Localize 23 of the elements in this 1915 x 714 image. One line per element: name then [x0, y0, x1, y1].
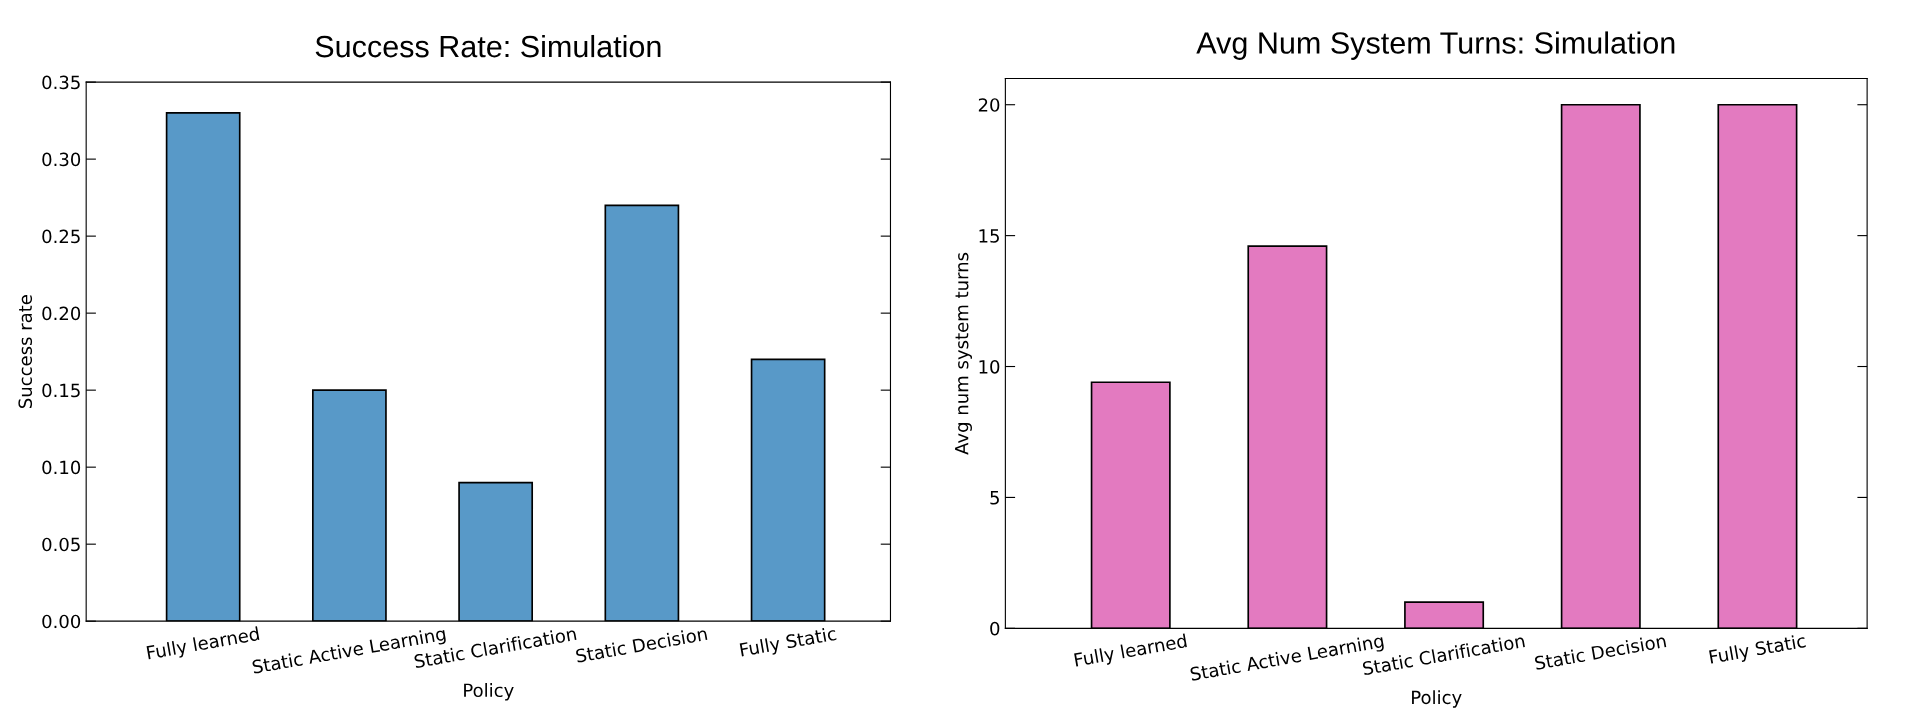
chart-title: Success Rate: Simulation [315, 34, 661, 58]
x-tick-label: Fully Static [1708, 633, 1807, 668]
y-tick-label: 0.10 [42, 460, 81, 475]
y-tick-label: 0.15 [42, 383, 80, 398]
x-tick-label: Fully learned [1074, 633, 1188, 671]
y-tick-label: 0.30 [42, 152, 81, 167]
y-tick-label: 20 [978, 98, 1000, 112]
x-axis-title: Policy [1412, 690, 1462, 708]
y-tick-label: 0.20 [42, 306, 81, 321]
y-tick-label: 0.05 [42, 537, 80, 552]
y-tick-label: 5 [990, 491, 999, 505]
y-axis-title: Avg num system turns [955, 252, 972, 455]
y-tick-label: 0.35 [42, 75, 80, 90]
y-axis-title: Success rate [18, 295, 33, 408]
x-tick-label: Static Decision [1534, 633, 1667, 671]
y-tick-label: 10 [979, 359, 1000, 374]
x-tick-label: Fully Static [739, 626, 838, 661]
x-axis-title: Policy [464, 683, 514, 701]
y-tick-label: 15 [979, 229, 999, 243]
chart-title: Avg Num System Turns: Simulation [1196, 31, 1675, 60]
y-tick-label: 0.25 [42, 229, 80, 244]
y-tick-label: 0 [990, 621, 1000, 636]
y-tick-label: 0.00 [42, 614, 81, 629]
